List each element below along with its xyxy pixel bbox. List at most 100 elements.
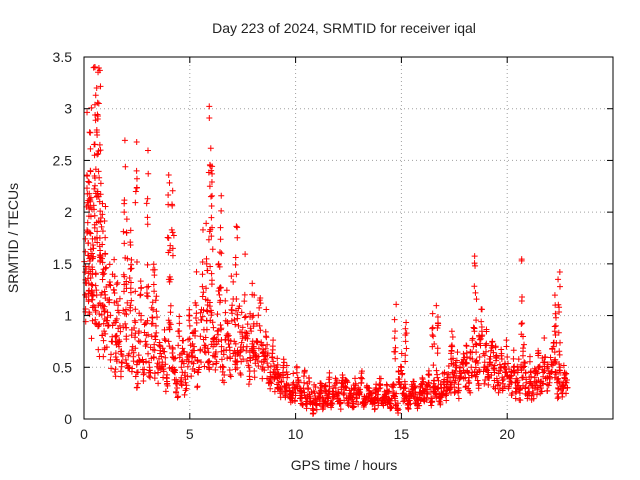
scatter-point bbox=[199, 226, 206, 233]
y-tick-label: 0 bbox=[64, 411, 72, 427]
scatter-point bbox=[199, 293, 206, 300]
scatter-point bbox=[503, 368, 510, 375]
scatter-point bbox=[94, 99, 101, 106]
scatter-point bbox=[127, 241, 134, 248]
scatter-point bbox=[86, 311, 93, 318]
scatter-point bbox=[92, 271, 99, 278]
scatter-point bbox=[483, 328, 490, 335]
scatter-point bbox=[208, 167, 215, 174]
scatter-point bbox=[182, 369, 189, 376]
scatter-point bbox=[498, 355, 505, 362]
scatter-point bbox=[153, 308, 160, 315]
scatter-point bbox=[274, 355, 281, 362]
scatter-point bbox=[220, 351, 227, 358]
scatter-point bbox=[319, 406, 326, 413]
scatter-point bbox=[476, 366, 483, 373]
x-tick-label: 5 bbox=[186, 426, 194, 442]
scatter-point bbox=[263, 306, 270, 313]
scatter-point bbox=[85, 202, 92, 209]
scatter-point bbox=[218, 356, 225, 363]
scatter-point bbox=[241, 291, 248, 298]
scatter-point bbox=[92, 92, 99, 99]
scatter-point bbox=[238, 339, 245, 346]
scatter-point bbox=[206, 366, 213, 373]
x-tick-label: 15 bbox=[394, 426, 410, 442]
scatter-point bbox=[128, 368, 135, 375]
scatter-point bbox=[531, 374, 538, 381]
scatter-point bbox=[218, 192, 225, 199]
scatter-point bbox=[545, 382, 552, 389]
scatter-point bbox=[111, 289, 118, 296]
scatter-point bbox=[164, 382, 171, 389]
scatter-point bbox=[478, 306, 485, 313]
scatter-point bbox=[269, 343, 276, 350]
scatter-point bbox=[403, 319, 410, 326]
scatter-point bbox=[219, 363, 226, 370]
scatter-point bbox=[563, 379, 570, 386]
scatter-point bbox=[84, 109, 91, 116]
scatter-point bbox=[534, 370, 541, 377]
scatter-point bbox=[409, 390, 416, 397]
scatter-point bbox=[106, 281, 113, 288]
scatter-point bbox=[111, 369, 118, 376]
scatter-point bbox=[452, 388, 459, 395]
scatter-point bbox=[95, 168, 102, 175]
scatter-point bbox=[96, 235, 103, 241]
scatter-point bbox=[123, 229, 130, 236]
scatter-point bbox=[197, 316, 204, 323]
scatter-point bbox=[251, 374, 258, 381]
scatter-point bbox=[136, 357, 143, 364]
scatter-point bbox=[171, 368, 178, 375]
scatter-point bbox=[555, 329, 562, 336]
scatter-point bbox=[304, 380, 311, 387]
scatter-point bbox=[359, 375, 366, 382]
scatter-point bbox=[172, 367, 179, 374]
axis-ticks bbox=[83, 56, 613, 420]
scatter-point bbox=[162, 361, 169, 368]
scatter-point bbox=[498, 346, 505, 353]
scatter-point bbox=[144, 214, 151, 221]
scatter-point bbox=[179, 345, 186, 352]
scatter-point bbox=[455, 387, 462, 394]
scatter-point bbox=[234, 315, 241, 322]
scatter-point bbox=[111, 287, 118, 294]
scatter-point bbox=[322, 387, 329, 394]
plot-frame bbox=[83, 56, 614, 420]
scatter-point bbox=[222, 297, 229, 304]
scatter-point bbox=[244, 321, 251, 328]
scatter-point bbox=[510, 347, 517, 354]
scatter-point bbox=[179, 337, 186, 344]
scatter-point bbox=[212, 366, 219, 373]
scatter-point bbox=[129, 347, 136, 354]
scatter-point bbox=[430, 333, 437, 340]
scatter-point bbox=[453, 357, 460, 364]
scatter-point bbox=[547, 354, 554, 361]
scatter-point bbox=[82, 269, 89, 276]
scatter-point bbox=[235, 322, 242, 329]
scatter-point bbox=[249, 291, 256, 298]
scatter-point bbox=[560, 385, 567, 392]
scatter-point bbox=[96, 310, 103, 317]
scatter-point bbox=[122, 320, 129, 327]
scatter-point bbox=[161, 335, 168, 342]
scatter-point bbox=[552, 322, 559, 329]
y-tick-label: 3.5 bbox=[53, 49, 73, 65]
scatter-point bbox=[97, 218, 104, 225]
scatter-point bbox=[99, 228, 106, 235]
scatter-point bbox=[556, 361, 563, 368]
scatter-point bbox=[535, 350, 542, 357]
scatter-point bbox=[519, 374, 526, 381]
scatter-point bbox=[175, 342, 182, 349]
scatter-point bbox=[100, 353, 107, 360]
scatter-point bbox=[539, 354, 546, 361]
scatter-point bbox=[94, 239, 101, 246]
scatter-point bbox=[239, 324, 246, 331]
scatter-point bbox=[107, 312, 114, 319]
scatter-point bbox=[218, 207, 225, 214]
scatter-point bbox=[92, 309, 99, 316]
scatter-point bbox=[137, 278, 144, 285]
scatter-point bbox=[124, 299, 131, 306]
scatter-point bbox=[398, 350, 405, 357]
scatter-point bbox=[485, 381, 492, 388]
y-tick-label: 3 bbox=[64, 101, 72, 117]
